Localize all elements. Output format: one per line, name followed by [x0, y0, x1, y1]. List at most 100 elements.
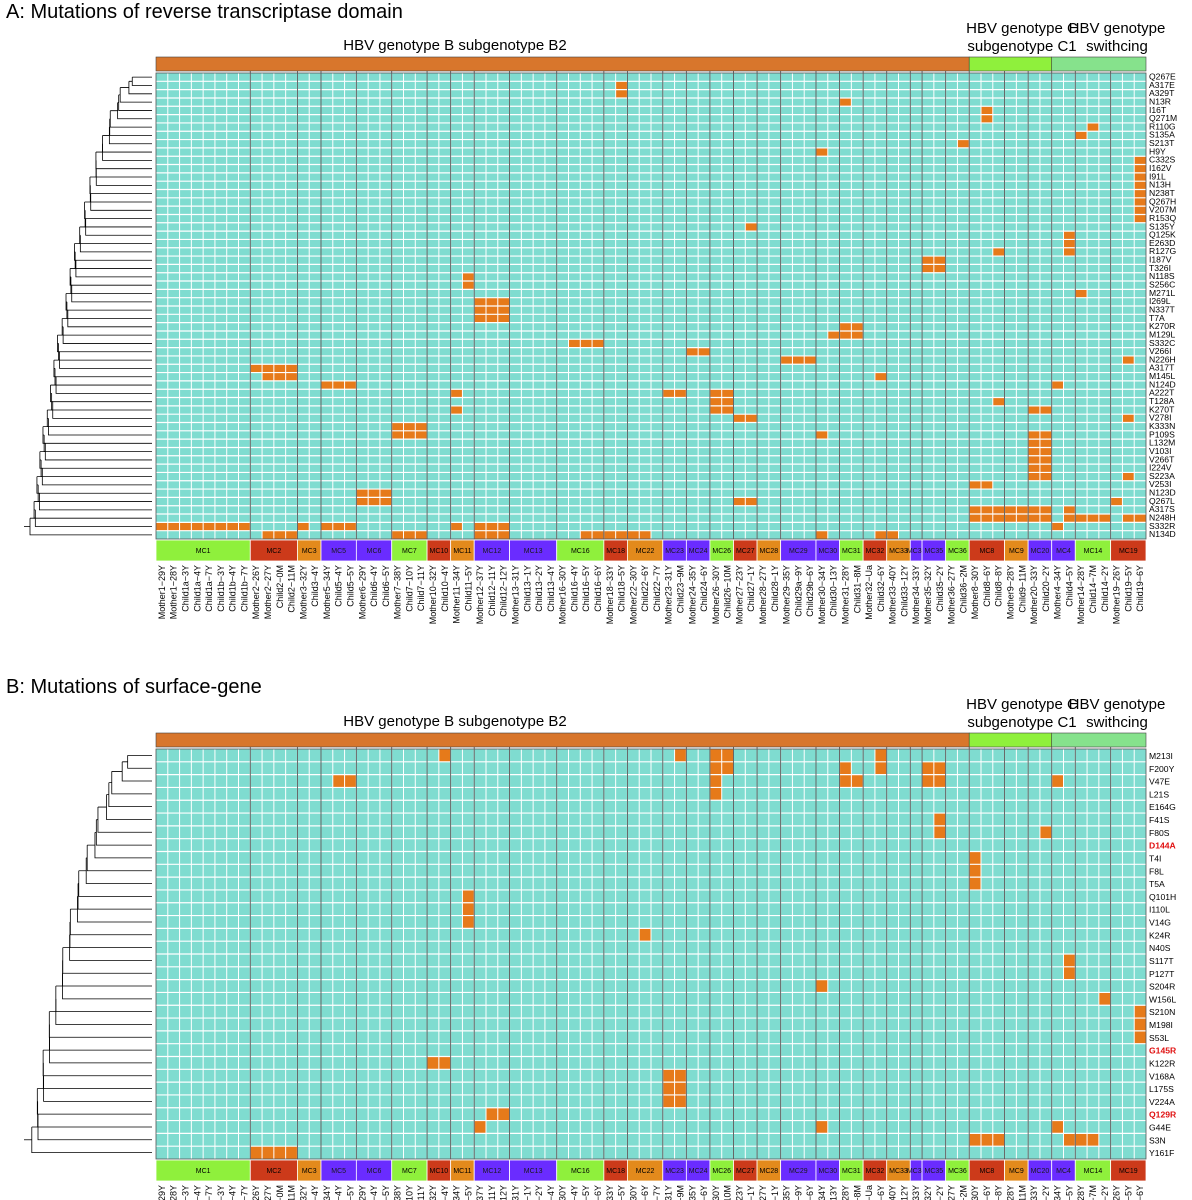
mutation-cell	[922, 256, 934, 265]
sample-label: Mother36−27Y	[947, 565, 957, 624]
sample-label: Child29a−9Y	[793, 565, 803, 617]
mutation-cell	[379, 497, 392, 506]
sample-label: Mother33−40Y	[888, 565, 898, 624]
mutation-cell	[816, 530, 828, 539]
row-label: C332S	[1149, 155, 1176, 165]
mutation-cell	[745, 414, 758, 423]
mutation-cell	[1063, 231, 1076, 240]
mutation-cell	[1028, 439, 1040, 448]
mutation-cell	[1087, 122, 1099, 132]
sample-label: Child22−6Y	[640, 565, 650, 612]
mutation-cell	[662, 389, 675, 398]
mutation-cell	[969, 505, 981, 515]
sample-label: Child18−5Y	[617, 1185, 627, 1200]
group-label: MC28	[760, 548, 779, 555]
dendrogram-branch	[77, 895, 152, 923]
group-label: MC16	[571, 1168, 590, 1175]
sample-label: Child1a−3Y	[180, 565, 190, 612]
sample-label: Mother20−33Y	[1029, 1185, 1039, 1200]
mutation-cell	[615, 89, 628, 98]
group-label: MC20	[1031, 548, 1050, 555]
panel-b-band-c1-label-1: HBV genotype C	[966, 696, 1078, 713]
group-label: MC2	[266, 548, 281, 555]
dendrogram-branch	[51, 401, 152, 419]
row-label: N118S	[1149, 271, 1175, 281]
sample-label: Mother7−38Y	[393, 1185, 403, 1200]
sample-label: Child11−5Y	[463, 1185, 473, 1200]
mutation-cell	[156, 522, 168, 531]
sample-label: Child29b−6Y	[805, 1185, 815, 1200]
mutation-cell	[662, 1069, 675, 1083]
group-label: MC8	[980, 1168, 995, 1175]
mutation-cell	[709, 787, 722, 801]
sample-label: Child31−8M	[852, 1185, 862, 1200]
group-label: MC12	[483, 1168, 502, 1175]
sample-label: Mother20−33Y	[1029, 565, 1039, 624]
mutation-cell	[415, 422, 428, 431]
sample-label: Child7−11Y	[416, 1185, 426, 1200]
mutation-cell	[981, 505, 993, 515]
mutation-cell	[486, 297, 498, 306]
mutation-cell	[674, 389, 687, 398]
panel-b-title: B: Mutations of surface-gene	[6, 676, 262, 698]
sample-label: Mother24−35Y	[687, 565, 697, 624]
sample-label: Mother14−28Y	[1076, 565, 1086, 624]
sample-label: Child10−4Y	[440, 565, 450, 612]
mutation-cell	[1063, 1133, 1076, 1147]
row-label: N248H	[1149, 513, 1176, 523]
group-label: MC20	[1031, 1168, 1050, 1175]
row-label: W156L	[1149, 994, 1176, 1004]
mutation-cell	[804, 355, 816, 365]
mutation-cell	[497, 306, 510, 315]
sample-label: Mother26−30Y	[711, 1185, 721, 1200]
mutation-cell	[709, 761, 722, 775]
row-label: F8L	[1149, 866, 1164, 876]
sample-label: Mother32−Ua	[864, 565, 874, 620]
mutation-cell	[662, 1094, 675, 1108]
dendrogram-branch	[57, 334, 152, 353]
sample-label: Child9−11M	[1017, 565, 1027, 613]
dendrogram-branch	[41, 467, 152, 486]
group-label: MC32	[866, 1168, 885, 1175]
mutation-cell	[321, 380, 333, 390]
mutation-cell	[969, 480, 981, 490]
mutation-cell	[933, 813, 946, 826]
row-label: V253I	[1149, 479, 1171, 489]
mutation-cell	[474, 314, 486, 323]
mutation-cell	[474, 297, 486, 306]
sample-label: Mother31−28Y	[840, 565, 850, 624]
row-label: P127T	[1149, 969, 1175, 979]
mutation-cell	[615, 530, 628, 539]
mutation-cell	[969, 851, 981, 865]
panel-a-band-switch	[1051, 56, 1147, 72]
mutation-cell	[474, 522, 486, 531]
sample-label: Mother2−27Y	[263, 1185, 273, 1200]
mutation-cell	[1134, 172, 1146, 182]
mutation-cell	[627, 530, 640, 539]
sample-label: Child36−2M	[958, 1185, 968, 1200]
row-label: Q125K	[1149, 230, 1176, 240]
mutation-cell	[1028, 505, 1040, 515]
group-label: MC6	[367, 1168, 382, 1175]
group-block	[1110, 1159, 1147, 1182]
mutation-cell	[992, 397, 1005, 406]
mutation-cell	[969, 864, 981, 878]
group-label: MC7	[402, 1168, 417, 1175]
mutation-cell	[273, 372, 286, 381]
sample-label: Mother7−38Y	[393, 565, 403, 619]
row-label: A222T	[1149, 388, 1175, 398]
mutation-cell	[839, 761, 852, 775]
dendrogram-branch	[128, 80, 152, 95]
sample-label: Mother8−30Y	[970, 565, 980, 619]
mutation-cell	[1063, 505, 1076, 515]
mutation-cell	[981, 106, 993, 115]
panel-b-band-switch	[1051, 732, 1147, 748]
mutation-cell	[851, 330, 864, 340]
sample-label: Child8−6Y	[982, 565, 992, 607]
group-label: MC34	[907, 1168, 926, 1175]
sample-label: Child16−5Y	[581, 1185, 591, 1200]
dendrogram-branch	[58, 351, 152, 369]
sample-label: Child8−8Y	[994, 1185, 1004, 1200]
sample-label: Child1b−3Y	[216, 1185, 226, 1200]
mutation-cell	[1039, 430, 1052, 440]
